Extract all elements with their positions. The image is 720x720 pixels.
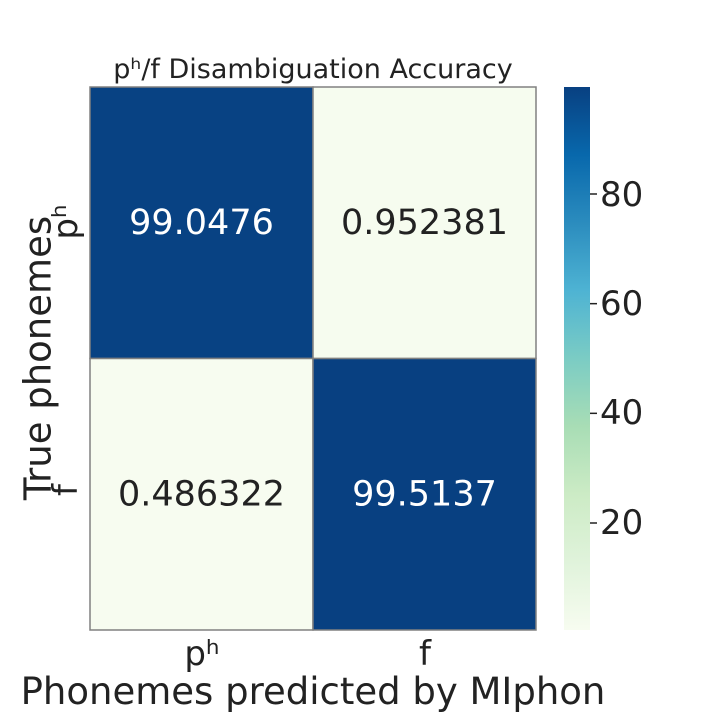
heatmap-cells: 99.0476 0.952381 0.486322 99.5137 <box>89 86 537 631</box>
heatmap-cell-label-r1-c0: 0.486322 <box>118 474 285 514</box>
x-tick-label-f: f <box>419 634 431 674</box>
colorbar-tick-60: 60 <box>600 284 644 324</box>
x-axis-label: Phonemes predicted by MIphon <box>20 670 606 713</box>
colorbar-tick-20: 20 <box>600 503 644 543</box>
colorbar-tick-marks <box>590 193 597 524</box>
colorbar <box>564 87 590 630</box>
heatmap-cell-r0-c1 <box>312 86 537 360</box>
chart-title: pʰ/f Disambiguation Accuracy <box>113 54 513 85</box>
heatmap-cell-label-r0-c0: 99.0476 <box>129 203 274 243</box>
x-tick-label-ph: pʰ <box>184 634 220 674</box>
heatmap-cell-r1-c0 <box>89 357 314 631</box>
heatmap-cell-r0-c0 <box>89 86 314 360</box>
heatmap-cell-label-r0-c1: 0.952381 <box>341 203 508 243</box>
heatmap-cell-label-r1-c1: 99.5137 <box>352 474 497 514</box>
colorbar-tick-40: 40 <box>600 393 644 433</box>
y-axis-label: True phonemes <box>16 215 60 501</box>
colorbar-tick-80: 80 <box>600 175 644 215</box>
heatmap-cell-r1-c1 <box>312 357 537 631</box>
